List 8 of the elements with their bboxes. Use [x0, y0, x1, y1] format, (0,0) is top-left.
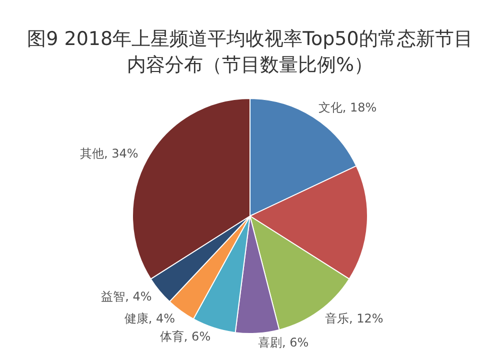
slice-label: 喜剧, 6% — [258, 335, 309, 350]
slice-label: 文化, 18% — [318, 100, 377, 114]
slice-label: 音乐, 12% — [324, 311, 384, 326]
chart-title: 图9 2018年上星频道平均收视率Top50的常态新节目内容分布（节目数量比例%） — [26, 27, 474, 78]
slice-label: 健康, 4% — [124, 311, 176, 326]
slice-label: 益智, 4% — [101, 289, 152, 304]
slice-label: 其他, 34% — [80, 146, 138, 161]
slice-label: 体育, 6% — [160, 329, 211, 344]
